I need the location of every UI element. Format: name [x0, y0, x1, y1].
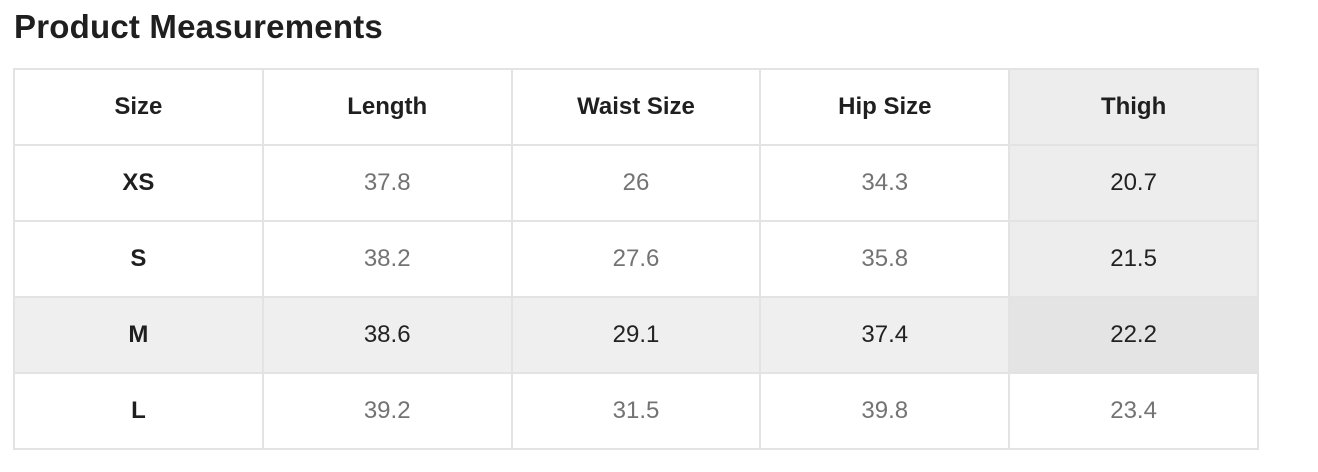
size-label-cell-s[interactable]: S	[13, 220, 264, 298]
measurement-cell-xs-thigh[interactable]: 20.7	[1008, 144, 1259, 222]
measurement-cell-s-waist-size[interactable]: 27.6	[510, 220, 762, 298]
size-label-cell-xs[interactable]: XS	[13, 144, 264, 222]
measurement-cell-xs-hip-size[interactable]: 34.3	[759, 144, 1011, 222]
measurement-cell-s-length[interactable]: 38.2	[261, 220, 513, 298]
table-row-l: L 39.2 31.5 39.8 23.4	[13, 372, 1259, 450]
column-header-thigh: Thigh	[1008, 68, 1259, 146]
measurement-cell-l-length[interactable]: 39.2	[261, 372, 513, 450]
measurements-table: Size Length Waist Size Hip Size Thigh XS 37.8…	[13, 68, 1259, 450]
measurement-cell-xs-waist-size[interactable]: 26	[510, 144, 762, 222]
column-header-size: Size	[13, 68, 264, 146]
measurement-cell-l-waist-size[interactable]: 31.5	[510, 372, 762, 450]
header-row: Size Length Waist Size Hip Size Thigh	[13, 68, 1259, 146]
column-header-waist-size: Waist Size	[510, 68, 762, 146]
measurement-cell-m-hip-size[interactable]: 37.4	[759, 296, 1011, 374]
measurement-cell-l-hip-size[interactable]: 39.8	[759, 372, 1011, 450]
column-header-hip-size: Hip Size	[759, 68, 1011, 146]
measurement-cell-l-thigh[interactable]: 23.4	[1008, 372, 1259, 450]
table-row-s: S 38.2 27.6 35.8 21.5	[13, 220, 1259, 298]
table-body: XS 37.8 26 34.3 20.7 S 38.2 27.6 35.8 21.5 M 38.6 29…	[13, 144, 1259, 450]
table-row-m: M 38.6 29.1 37.4 22.2	[13, 296, 1259, 374]
measurement-cell-s-hip-size[interactable]: 35.8	[759, 220, 1011, 298]
size-label-cell-l[interactable]: L	[13, 372, 264, 450]
measurement-cell-xs-length[interactable]: 37.8	[261, 144, 513, 222]
measurement-cell-s-thigh[interactable]: 21.5	[1008, 220, 1259, 298]
column-header-length: Length	[261, 68, 513, 146]
page-title: Product Measurements	[14, 8, 383, 45]
measurement-cell-m-length[interactable]: 38.6	[261, 296, 513, 374]
table-row-xs: XS 37.8 26 34.3 20.7	[13, 144, 1259, 222]
measurement-cell-m-thigh[interactable]: 22.2	[1008, 296, 1259, 374]
measurement-cell-m-waist-size[interactable]: 29.1	[510, 296, 762, 374]
size-label-cell-m[interactable]: M	[13, 296, 264, 374]
